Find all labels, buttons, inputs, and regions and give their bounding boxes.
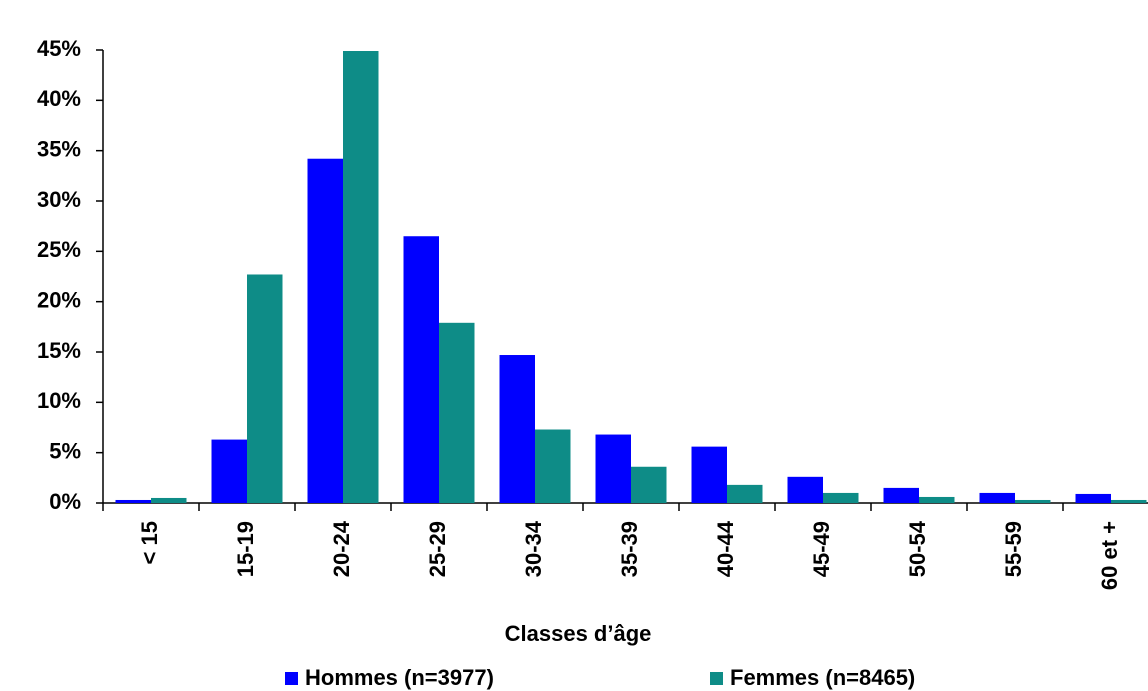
x-tick-label: 30-34: [521, 520, 546, 577]
bar: [343, 51, 379, 504]
bar: [115, 499, 151, 503]
x-tick-label: 50-54: [905, 520, 930, 577]
y-tick-label: 10%: [37, 388, 81, 413]
legend-swatch: [710, 672, 723, 685]
x-tick-label: 55-59: [1001, 521, 1026, 577]
bar: [691, 446, 727, 503]
x-tick-label: < 15: [137, 521, 162, 564]
x-tick-label: 20-24: [329, 520, 354, 577]
bar: [439, 322, 475, 503]
bar: [403, 236, 439, 503]
bar: [499, 355, 535, 503]
y-tick-label: 20%: [37, 287, 81, 312]
y-tick-label: 45%: [37, 36, 81, 61]
bar: [823, 492, 859, 503]
bar: [631, 466, 667, 503]
x-axis-title: Classes d’âge: [505, 621, 652, 646]
y-tick-label: 25%: [37, 237, 81, 262]
legend-label: Femmes (n=8465): [730, 665, 915, 690]
bar: [1111, 499, 1147, 503]
bar: [307, 158, 343, 503]
y-tick-label: 40%: [37, 86, 81, 111]
y-tick-label: 15%: [37, 338, 81, 363]
bar: [787, 476, 823, 503]
bar: [1075, 493, 1111, 503]
bar: [883, 487, 919, 503]
y-tick-label: 5%: [49, 438, 81, 463]
y-tick-label: 35%: [37, 136, 81, 161]
x-tick-label: 35-39: [617, 521, 642, 577]
bar: [535, 429, 571, 503]
legend-item: Hommes (n=3977): [285, 665, 494, 690]
bar: [211, 439, 247, 503]
bar: [151, 497, 187, 503]
bar: [919, 496, 955, 503]
x-tick-label: 25-29: [425, 521, 450, 577]
bar: [595, 434, 631, 503]
legend-label: Hommes (n=3977): [305, 665, 494, 690]
x-tick-label: 45-49: [809, 521, 834, 577]
legend-swatch: [285, 672, 298, 685]
bar: [727, 484, 763, 503]
bar: [1015, 499, 1051, 503]
y-tick-label: 0%: [49, 489, 81, 514]
bar: [247, 274, 283, 503]
bar: [979, 492, 1015, 503]
x-tick-label: 40-44: [713, 520, 738, 577]
y-tick-label: 30%: [37, 187, 81, 212]
x-tick-label: 60 et +: [1097, 521, 1122, 590]
x-tick-label: 15-19: [233, 521, 258, 577]
legend-item: Femmes (n=8465): [710, 665, 915, 690]
